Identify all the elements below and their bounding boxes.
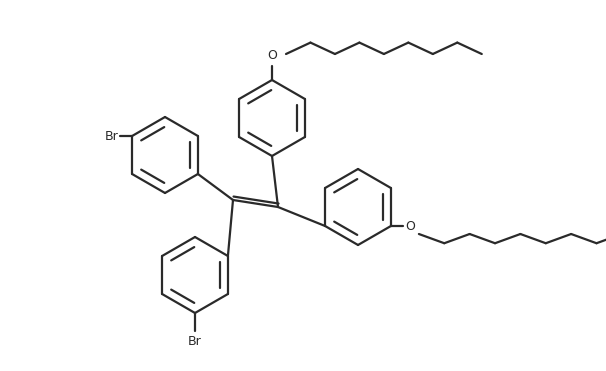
Text: Br: Br	[188, 335, 202, 348]
Text: O: O	[405, 220, 415, 233]
Text: Br: Br	[104, 129, 118, 142]
Text: O: O	[267, 49, 277, 62]
